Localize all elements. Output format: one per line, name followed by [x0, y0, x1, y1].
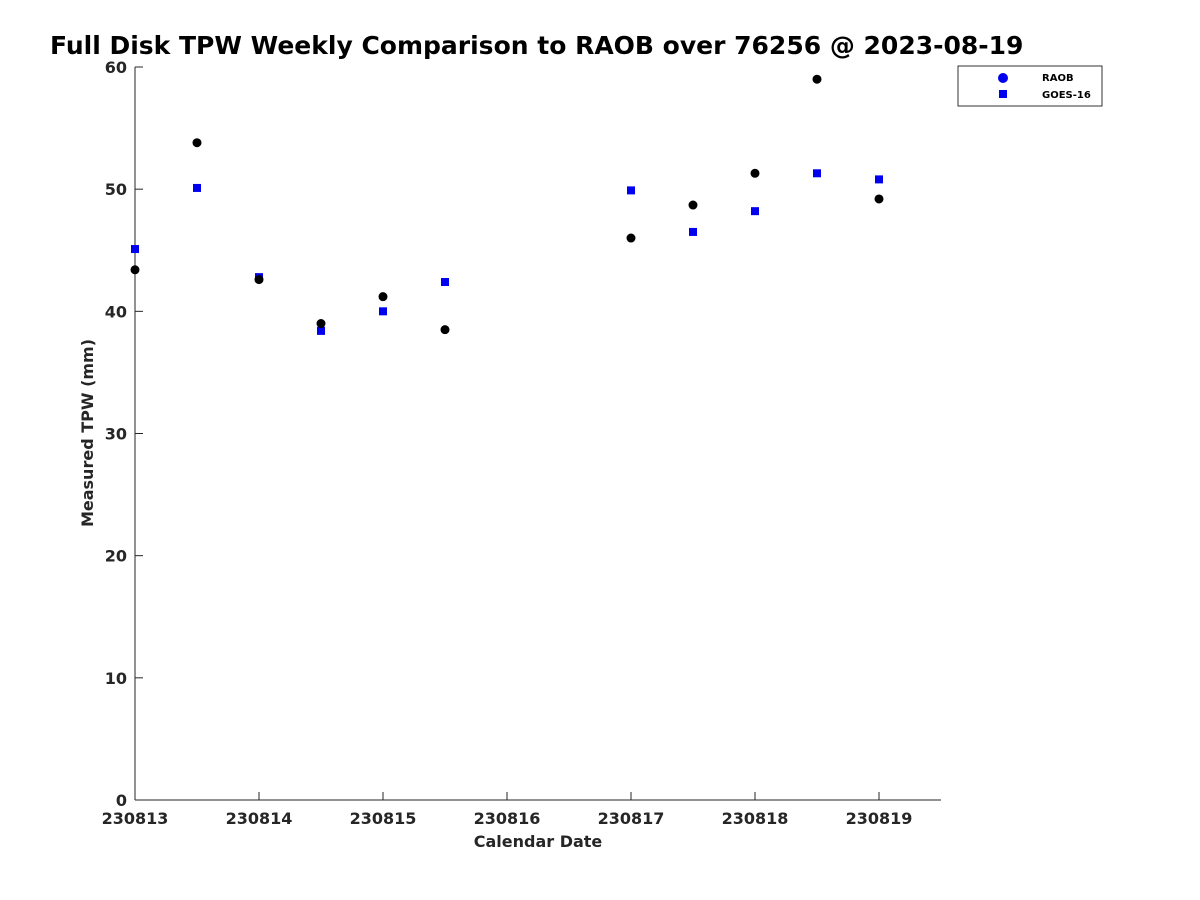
point-raob	[440, 325, 450, 335]
point-raob	[316, 319, 326, 329]
point-goes-16	[193, 183, 201, 192]
x-tick-label: 230814	[226, 809, 293, 828]
y-tick-label: 50	[105, 180, 127, 199]
legend-marker-goes-16	[999, 90, 1007, 98]
chart-title: Full Disk TPW Weekly Comparison to RAOB …	[50, 31, 1023, 60]
y-axis-label: Measured TPW (mm)	[78, 339, 97, 527]
point-raob	[254, 275, 264, 285]
point-goes-16	[689, 227, 697, 236]
point-goes-16	[317, 326, 325, 335]
point-raob	[130, 265, 140, 275]
y-tick-label: 30	[105, 425, 127, 444]
point-raob	[812, 74, 822, 84]
y-tick-label: 0	[116, 791, 127, 810]
point-raob	[378, 292, 388, 302]
y-axis-ticks: 0 10 20 30 40 50 60	[105, 58, 143, 810]
x-axis-ticks: 230813 230814 230815 230816 230817 230818 2308…	[102, 792, 913, 828]
data-points	[130, 74, 884, 335]
point-goes-16	[813, 169, 821, 178]
legend-box	[957, 65, 1103, 107]
legend-label-raob: RAOB	[1042, 73, 1074, 84]
x-axis-label: Calendar Date	[474, 832, 603, 851]
x-tick-label: 230816	[474, 809, 541, 828]
point-raob	[192, 138, 202, 148]
y-tick-label: 20	[105, 547, 127, 566]
point-goes-16	[441, 278, 449, 287]
point-goes-16	[875, 175, 883, 184]
x-tick-label: 230818	[722, 809, 789, 828]
y-tick-label: 60	[105, 58, 127, 77]
point-raob	[626, 233, 636, 243]
x-tick-label: 230813	[102, 809, 169, 828]
point-goes-16	[627, 186, 635, 195]
point-raob	[750, 168, 760, 178]
point-goes-16	[131, 245, 139, 254]
y-tick-label: 10	[105, 669, 127, 688]
point-goes-16	[751, 207, 759, 216]
legend-label-goes-16: GOES-16	[1042, 90, 1091, 101]
point-raob	[874, 194, 884, 204]
x-tick-label: 230819	[846, 809, 913, 828]
legend-marker-raob	[998, 73, 1008, 83]
point-raob	[688, 200, 698, 210]
point-goes-16	[379, 307, 387, 316]
legend: RAOB GOES-16	[957, 65, 1103, 107]
x-tick-label: 230817	[598, 809, 665, 828]
x-tick-label: 230815	[350, 809, 417, 828]
y-tick-label: 40	[105, 302, 127, 321]
